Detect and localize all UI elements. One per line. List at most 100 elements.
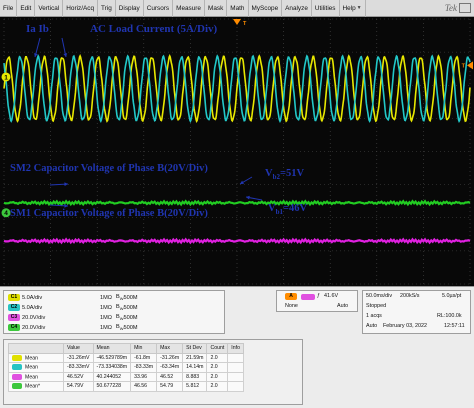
channel-badge-c1: C1 xyxy=(8,294,20,301)
tek-logo: Tek xyxy=(445,3,474,14)
table-cell: 46.52V xyxy=(63,371,94,382)
trigger-level: 41.6V xyxy=(324,293,339,299)
channel-row-c3[interactable]: C3 20.0V/div 1MΩ BW 500M xyxy=(8,313,152,322)
measurement-label: Mean xyxy=(25,364,38,371)
column-header: Max xyxy=(156,343,184,354)
menu-edit[interactable]: Edit xyxy=(17,0,36,17)
table-cell xyxy=(227,371,244,382)
channel-swatch-c4 xyxy=(12,383,22,390)
trigger-mode: Auto xyxy=(337,303,349,309)
trigger-channel-swatch xyxy=(301,294,315,300)
channel-impedance-c2: 1MΩ xyxy=(100,304,112,311)
table-cell: 21.59m xyxy=(182,352,208,363)
vb1-value: =46V xyxy=(283,203,308,214)
column-header: Mean xyxy=(92,343,132,354)
table-row[interactable]: Mean -83.33mV -73.334038m -83.33m -63.34… xyxy=(8,362,244,373)
trigger-settings-box[interactable]: A ƒ 41.6V None Auto xyxy=(276,290,358,312)
menu-myscope[interactable]: MyScope xyxy=(249,0,283,17)
vb2-label: Vb2=51V xyxy=(265,168,304,181)
sm2-label: SM2 Capacitor Voltage of Phase B(20V/Div… xyxy=(10,163,208,174)
trigger-level-marker-label: T xyxy=(462,63,466,69)
channel-impedance-c4: 1MΩ xyxy=(100,324,112,331)
menu-analyze[interactable]: Analyze xyxy=(282,0,312,17)
menu-vertical[interactable]: Vertical xyxy=(35,0,64,17)
table-cell: -83.33m xyxy=(130,362,158,373)
menu-horiz-acq[interactable]: Horiz/Acq xyxy=(63,0,98,17)
channel-4-marker-label: 4 xyxy=(4,210,8,217)
trigger-position-marker-label: T xyxy=(243,21,247,27)
channel-scale-c1: 5.0A/div xyxy=(22,294,43,301)
channel-badge-c2: C2 xyxy=(8,304,20,311)
channel-row-c1[interactable]: C1 5.0A/div 1MΩ BW 500M xyxy=(8,293,152,302)
table-cell: 2.0 xyxy=(206,352,229,363)
menu-trig[interactable]: Trig xyxy=(98,0,116,17)
channel-settings-box[interactable]: C1 5.0A/div 1MΩ BW 500M C2 5.0A/div 1MΩ … xyxy=(3,290,225,334)
menu-display[interactable]: Display xyxy=(116,0,144,17)
sm1-label: SM1 Capacitor Voltage of Phase B(20V/Div… xyxy=(10,208,208,219)
logo-mark-icon xyxy=(459,3,471,14)
acquisition-time: 12:57:11 xyxy=(444,323,465,329)
sample-rate-value: 200kS/s xyxy=(400,293,420,299)
channel-swatch-c2 xyxy=(12,364,22,371)
column-header: Count xyxy=(206,343,229,354)
table-cell: -31.26mV xyxy=(63,352,94,363)
table-cell xyxy=(227,362,244,373)
table-cell: -73.334038m xyxy=(92,362,132,373)
measurement-label-cell: Mean xyxy=(8,352,64,363)
menu-help-label: Help xyxy=(342,4,356,12)
channel-impedance-c1: 1MΩ xyxy=(100,294,112,301)
vb2-subscript: b2 xyxy=(272,173,280,182)
vb2-value: =51V xyxy=(280,168,305,179)
vb2-arrow-head xyxy=(240,180,244,184)
ib-current-trace xyxy=(3,54,471,124)
acquisition-box[interactable]: 50.0ms/div 200kS/s 5.0µs/pt Stopped 1 ac… xyxy=(362,290,471,334)
channel-bandwidth-c1: 500M xyxy=(123,294,138,301)
table-cell: 46.56 xyxy=(130,381,158,392)
channel-bandwidth-c3: 500M xyxy=(123,314,138,321)
table-cell: 2.0 xyxy=(206,381,229,392)
bandwidth-icon: BW xyxy=(116,303,124,312)
menu-file[interactable]: File xyxy=(0,0,18,17)
channel-1-marker-label: 1 xyxy=(4,74,8,81)
menu-cursors[interactable]: Cursors xyxy=(144,0,174,17)
waveform-canvas: 1 4 T T xyxy=(1,18,473,285)
vb1-arrow-head xyxy=(246,195,250,200)
table-cell: 46.52 xyxy=(156,371,184,382)
bandwidth-icon: BW xyxy=(116,313,124,322)
trigger-coupling: None xyxy=(285,303,298,309)
table-cell: 33.96 xyxy=(130,371,158,382)
sm1-voltage-trace xyxy=(3,237,471,245)
menu-measure[interactable]: Measure xyxy=(173,0,205,17)
table-cell: 54.79V xyxy=(63,381,94,392)
column-header: Value xyxy=(63,343,94,354)
sm2-voltage-trace xyxy=(3,199,471,207)
table-row[interactable]: Mean* 54.79V 50.677228 46.56 54.79 5.812… xyxy=(8,381,244,392)
table-row[interactable]: Mean 46.52V 40.244052 33.96 46.52 8.883 … xyxy=(8,371,244,382)
table-row[interactable]: Mean -31.26mV -46.529789m -61.8m -31.26m… xyxy=(8,352,244,363)
measurements-box[interactable]: Value Mean Min Max St Dev Count Info Mea… xyxy=(3,339,303,405)
dropdown-arrow-icon: ▼ xyxy=(356,4,362,11)
table-cell: 2.0 xyxy=(206,362,229,373)
waveform-display[interactable]: 1 4 T T Ia Ib AC Load Current (5A/Div) SM2 … xyxy=(0,17,474,286)
acquisition-date: February 03, 2022 xyxy=(383,323,428,329)
channel-badge-c4: C4 xyxy=(8,324,20,331)
channel-badge-c3: C3 xyxy=(8,314,20,321)
status-panel: C1 5.0A/div 1MΩ BW 500M C2 5.0A/div 1MΩ … xyxy=(0,286,474,408)
current-legend-label: Ia Ib xyxy=(26,23,49,35)
table-cell: 50.677228 xyxy=(92,381,132,392)
channel-row-c2[interactable]: C2 5.0A/div 1MΩ BW 500M xyxy=(8,303,152,312)
table-cell: 54.79 xyxy=(156,381,184,392)
measurement-label: Mean xyxy=(25,354,38,361)
menu-math[interactable]: Math xyxy=(227,0,249,17)
channel-row-c4[interactable]: C4 20.0V/div 1MΩ BW 500M xyxy=(8,323,152,332)
menu-mask[interactable]: Mask xyxy=(205,0,228,17)
menu-bar: File Edit Vertical Horiz/Acq Trig Displa… xyxy=(0,0,474,17)
menu-help[interactable]: Help ▼ xyxy=(340,0,366,17)
menu-utilities[interactable]: Utilities xyxy=(312,0,340,17)
table-cell: -46.529789m xyxy=(92,352,132,363)
vb2-symbol: V xyxy=(265,168,273,179)
channel-impedance-c3: 1MΩ xyxy=(100,314,112,321)
channel-1-marker xyxy=(1,72,11,82)
measurement-label: Mean xyxy=(25,373,38,380)
table-cell: 2.0 xyxy=(206,371,229,382)
